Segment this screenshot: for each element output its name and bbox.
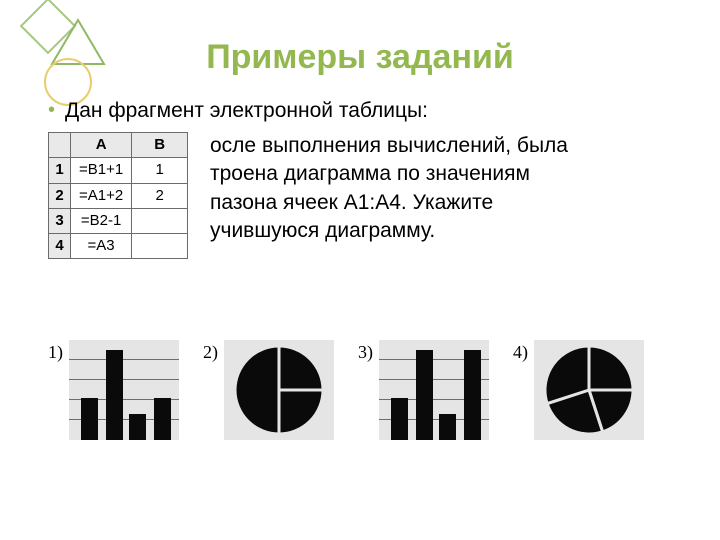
cell: 1 (132, 158, 188, 183)
table-row: 3 =B2-1 (49, 208, 188, 233)
answer-option-1: 1) (48, 340, 179, 440)
cell: =A3 (71, 234, 132, 259)
cell: =B2-1 (71, 208, 132, 233)
continuation-text: осле выполнения вычислений, была троена … (210, 132, 568, 245)
answer-option-3: 3) (358, 340, 489, 440)
cell: 2 (132, 183, 188, 208)
page-title: Примеры заданий (0, 0, 720, 77)
spreadsheet-table: A B 1 =B1+1 1 2 =A1+2 2 3 =B2-1 4 =A3 (48, 132, 188, 259)
answer-label: 1) (48, 340, 63, 363)
table-row: 2 =A1+2 2 (49, 183, 188, 208)
table-row: 1 =B1+1 1 (49, 158, 188, 183)
row-header: 3 (49, 208, 71, 233)
table-corner (49, 133, 71, 158)
row-header: 2 (49, 183, 71, 208)
cell (132, 208, 188, 233)
col-header-a: A (71, 133, 132, 158)
cell: =B1+1 (71, 158, 132, 183)
content-block: • Дан фрагмент электронной таблицы: A B … (0, 77, 720, 125)
bar-chart-1 (69, 340, 179, 440)
answer-option-2: 2) (203, 340, 334, 440)
row-header: 1 (49, 158, 71, 183)
cell: =A1+2 (71, 183, 132, 208)
pie-chart-2 (224, 340, 334, 440)
intro-text: Дан фрагмент электронной таблицы: (65, 97, 428, 125)
answers-row: 1) 2) 3) 4) (48, 340, 644, 440)
pie-chart-4 (534, 340, 644, 440)
table-row: 4 =A3 (49, 234, 188, 259)
answer-label: 4) (513, 340, 528, 363)
cell (132, 234, 188, 259)
text-line: учившуюся диаграмму. (210, 217, 568, 245)
answer-label: 3) (358, 340, 373, 363)
text-line: троена диаграмма по значениям (210, 160, 568, 188)
text-line: пазона ячеек А1:А4. Укажите (210, 189, 568, 217)
bullet-icon: • (48, 97, 55, 125)
pie-svg (543, 344, 635, 436)
answer-label: 2) (203, 340, 218, 363)
answer-option-4: 4) (513, 340, 644, 440)
spreadsheet-fragment: A B 1 =B1+1 1 2 =A1+2 2 3 =B2-1 4 =A3 (48, 132, 188, 259)
col-header-b: B (132, 133, 188, 158)
row-header: 4 (49, 234, 71, 259)
pie-svg (233, 344, 325, 436)
bar-chart-3 (379, 340, 489, 440)
text-line: осле выполнения вычислений, была (210, 132, 568, 160)
